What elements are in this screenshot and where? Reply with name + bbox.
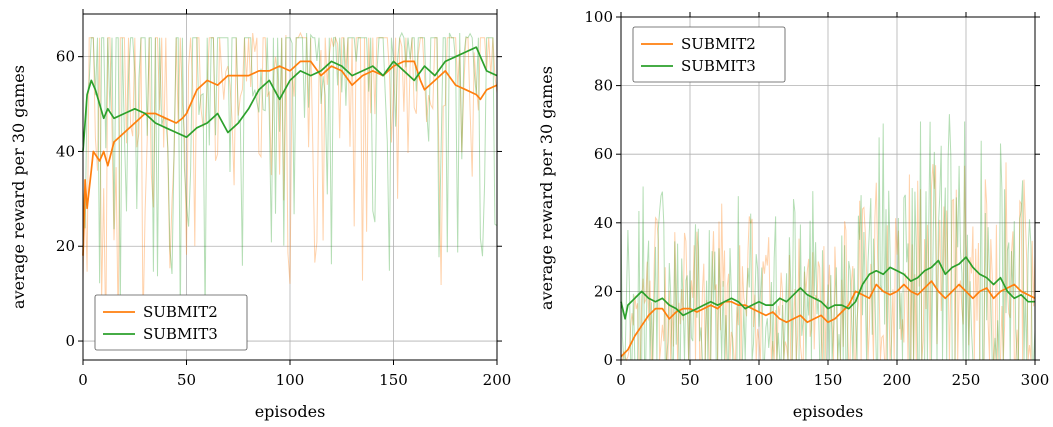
y-tick-label: 20 <box>56 237 75 255</box>
y-tick-label: 40 <box>594 214 613 232</box>
legend-box <box>94 294 248 351</box>
raw-series-traces <box>82 31 498 342</box>
x-tick-label: 200 <box>483 371 512 389</box>
smoothed-series-lines <box>82 46 498 256</box>
legend: SUBMIT2 SUBMIT3 <box>632 26 786 83</box>
x-tick-label: 0 <box>78 371 88 389</box>
legend-label: SUBMIT3 <box>143 325 218 343</box>
y-tick-label: 60 <box>594 145 613 163</box>
x-tick-label: 0 <box>616 371 626 389</box>
legend-box <box>632 26 786 83</box>
smoothed-series-lines <box>620 256 1036 358</box>
series-line-submit2 <box>620 280 1036 358</box>
x-tick-label: 200 <box>883 371 912 389</box>
axis-ticks: 0 50 100 150 200 0 20 40 60 <box>56 9 511 389</box>
legend-label: SUBMIT2 <box>143 303 218 321</box>
x-tick-label: 100 <box>745 371 774 389</box>
x-tick-label: 250 <box>952 371 981 389</box>
axis-ticks: 0 50 100 150 200 250 300 0 20 40 60 80 100 <box>584 8 1049 389</box>
y-tick-label: 20 <box>594 282 613 300</box>
y-axis-label: average reward per 30 games <box>537 66 556 310</box>
x-tick-label: 50 <box>680 371 699 389</box>
x-tick-label: 100 <box>276 371 305 389</box>
y-tick-label: 60 <box>56 48 75 66</box>
legend-label: SUBMIT2 <box>681 35 756 53</box>
y-tick-label: 80 <box>594 77 613 95</box>
series-line-submit2 <box>82 60 498 256</box>
y-tick-label: 0 <box>603 351 613 369</box>
x-tick-label: 150 <box>814 371 843 389</box>
y-tick-label: 0 <box>65 332 75 350</box>
series-line-submit3 <box>82 46 498 152</box>
legend-label: SUBMIT3 <box>681 57 756 75</box>
y-tick-label: 40 <box>56 142 75 160</box>
y-axis-label: average reward per 30 games <box>9 65 28 309</box>
x-tick-label: 50 <box>177 371 196 389</box>
raw-trace-submit3 <box>82 31 498 319</box>
y-tick-label: 100 <box>584 8 613 26</box>
chart-panel-left: 0 50 100 150 200 0 20 40 60 episodes average rew… <box>9 9 511 421</box>
x-axis-label: episodes <box>255 402 326 421</box>
x-axis-label: episodes <box>793 402 864 421</box>
raw-trace-submit2 <box>82 31 498 342</box>
series-line-submit3 <box>620 256 1035 320</box>
legend: SUBMIT2 SUBMIT3 <box>94 294 248 351</box>
x-tick-label: 300 <box>1021 371 1050 389</box>
x-tick-label: 150 <box>379 371 408 389</box>
